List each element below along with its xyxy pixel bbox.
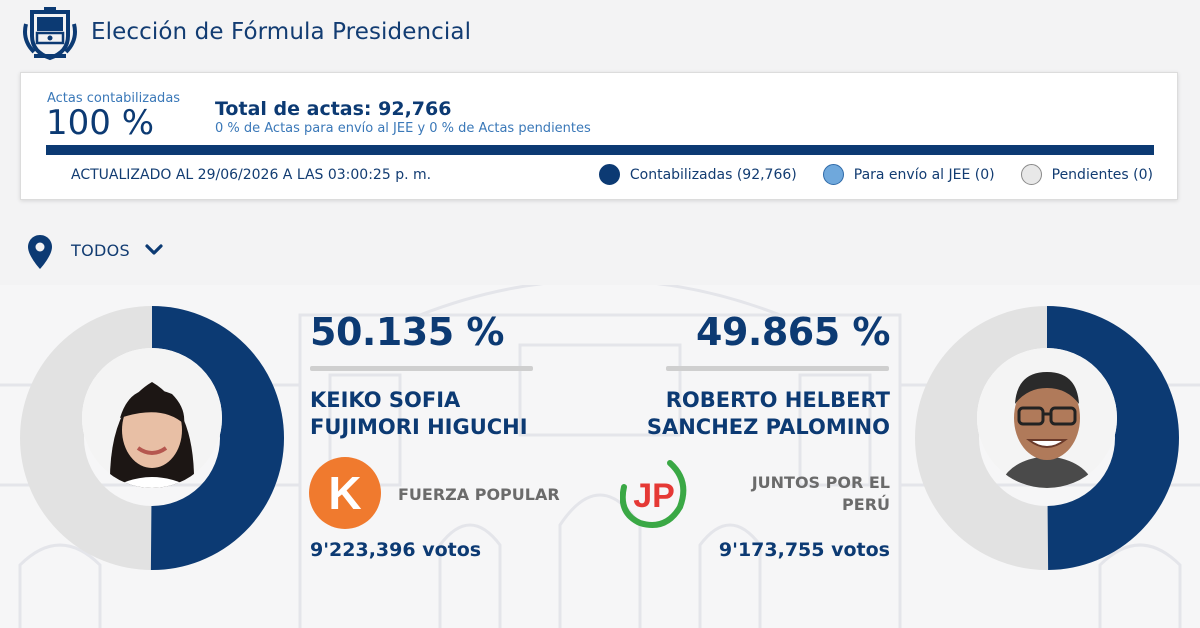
svg-text:JP: JP xyxy=(633,477,675,515)
region-filter[interactable]: TODOS xyxy=(71,241,130,260)
candidate-1-votes: 9'223,396 votos xyxy=(310,539,482,561)
candidate-1-name: KEIKO SOFIA FUJIMORI HIGUCHI xyxy=(310,387,528,441)
acts-percent: 100 % xyxy=(46,103,155,143)
candidate-1-donut xyxy=(20,306,284,570)
candidate-2-divider xyxy=(666,366,889,371)
peru-coat-of-arms-icon xyxy=(23,7,77,61)
legend-dot xyxy=(1020,164,1042,185)
candidate-2-portrait-icon xyxy=(977,348,1117,488)
legend-dot xyxy=(598,164,620,185)
candidate-2-name-line2: SANCHEZ PALOMINO xyxy=(646,415,890,439)
total-acts: Total de actas: 92,766 xyxy=(215,98,452,120)
candidate-2-party: JUNTOS POR EL PERÚ xyxy=(752,472,890,516)
candidate-2-name: ROBERTO HELBERT SANCHEZ PALOMINO xyxy=(647,387,890,441)
header: Elección de Fórmula Presidencial xyxy=(0,0,1200,70)
legend-label: Pendientes (0) xyxy=(1051,166,1153,183)
candidate-2-share-arc xyxy=(1045,306,1179,570)
candidate-1-name-line1: KEIKO SOFIA xyxy=(310,388,461,412)
candidate-2-party-line1: JUNTOS POR EL xyxy=(751,473,890,492)
juntos-por-el-peru-logo: JP xyxy=(620,460,687,528)
legend-item-jee: Para envío al JEE (0) xyxy=(822,164,995,185)
fuerza-popular-logo: K xyxy=(309,457,381,529)
svg-text:K: K xyxy=(328,467,361,519)
acts-progress-fill xyxy=(46,145,1154,155)
candidate-2-percent: 49.865 % xyxy=(696,310,890,354)
legend-item-pendientes: Pendientes (0) xyxy=(1020,164,1153,185)
updated-timestamp: ACTUALIZADO AL 29/06/2026 A LAS 03:00:25… xyxy=(71,167,432,183)
summary-card: Actas contabilizadas 100 % Total de acta… xyxy=(20,72,1178,200)
candidate-1-divider xyxy=(310,366,533,371)
candidate-1-share-arc xyxy=(150,306,284,570)
candidate-2-name-line1: ROBERTO HELBERT xyxy=(665,388,890,412)
acts-legend: Contabilizadas (92,766) Para envío al JE… xyxy=(573,164,1153,185)
chevron-down-icon[interactable] xyxy=(145,243,163,257)
acts-label: Actas contabilizadas xyxy=(47,91,181,106)
candidate-2-votes: 9'173,755 votos xyxy=(718,539,890,561)
total-acts-subtext: 0 % de Actas para envío al JEE y 0 % de … xyxy=(215,121,591,136)
legend-label: Contabilizadas (92,766) xyxy=(629,166,797,183)
candidate-1-party: FUERZA POPULAR xyxy=(398,484,560,506)
candidate-2-party-line2: PERÚ xyxy=(842,495,890,514)
candidate-1-photo xyxy=(82,348,222,488)
legend-dot xyxy=(822,164,844,185)
results-panel: 50.135 % KEIKO SOFIA FUJIMORI HIGUCHI K … xyxy=(0,285,1200,628)
candidate-2-donut xyxy=(915,306,1179,570)
legend-label: Para envío al JEE (0) xyxy=(853,166,995,183)
candidate-2-photo xyxy=(977,348,1117,488)
candidate-1-name-line2: FUJIMORI HIGUCHI xyxy=(310,415,528,439)
acts-progress-bar xyxy=(46,145,1154,155)
candidate-1-portrait-icon xyxy=(82,348,222,488)
location-pin-icon[interactable] xyxy=(27,234,53,270)
candidate-1-party-line1: FUERZA POPULAR xyxy=(398,485,560,504)
candidate-1-percent: 50.135 % xyxy=(310,310,504,354)
page-title: Elección de Fórmula Presidencial xyxy=(91,19,472,45)
legend-item-contabilizadas: Contabilizadas (92,766) xyxy=(598,164,797,185)
